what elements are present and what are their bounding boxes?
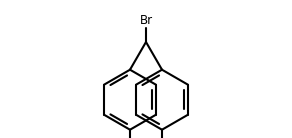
Text: Br: Br: [140, 14, 152, 27]
